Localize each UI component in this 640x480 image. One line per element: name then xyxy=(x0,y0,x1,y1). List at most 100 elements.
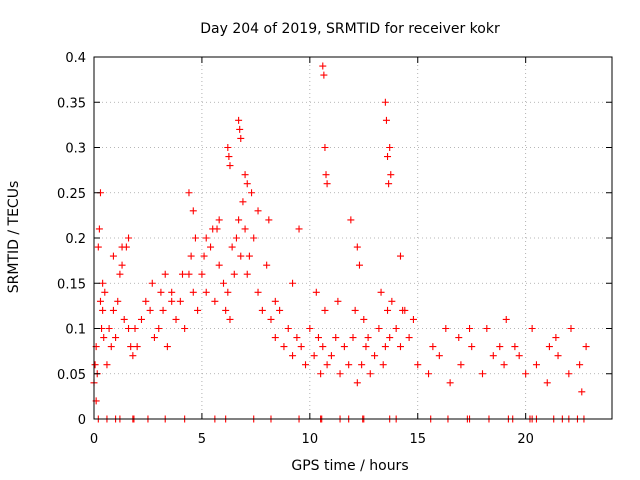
data-point xyxy=(332,334,340,342)
data-point xyxy=(243,270,251,278)
data-point xyxy=(235,116,243,124)
data-point xyxy=(528,325,536,332)
data-point xyxy=(405,334,413,342)
data-point xyxy=(381,343,389,351)
data-point xyxy=(222,306,230,314)
data-point xyxy=(112,334,120,342)
data-point xyxy=(327,352,335,360)
data-point xyxy=(565,370,573,378)
y-tick-label: 0.1 xyxy=(65,323,86,338)
data-point xyxy=(319,62,327,70)
data-point xyxy=(396,252,404,260)
data-point xyxy=(322,171,330,179)
data-point xyxy=(284,325,292,332)
data-point xyxy=(336,370,344,378)
data-point xyxy=(382,116,390,124)
data-point xyxy=(133,343,141,351)
chart-title: Day 204 of 2019, SRMTID for receiver kok… xyxy=(200,21,500,37)
data-point xyxy=(323,180,331,188)
data-point xyxy=(319,343,327,351)
data-point xyxy=(360,315,368,323)
data-point xyxy=(576,361,584,369)
data-point xyxy=(483,325,491,332)
x-tick-label: 5 xyxy=(198,432,206,447)
data-point xyxy=(371,352,379,360)
data-point xyxy=(191,234,199,242)
data-point xyxy=(351,306,359,314)
data-point xyxy=(554,352,562,360)
data-point xyxy=(386,144,394,151)
data-point xyxy=(578,388,586,396)
data-point xyxy=(392,325,400,332)
data-point xyxy=(366,370,374,378)
data-point xyxy=(582,343,590,351)
data-point xyxy=(185,189,193,197)
data-point xyxy=(297,343,305,351)
data-point xyxy=(306,325,314,332)
data-point xyxy=(125,234,133,242)
data-point xyxy=(267,315,275,323)
data-point xyxy=(237,252,245,260)
data-point xyxy=(230,270,238,278)
data-point xyxy=(194,306,202,314)
data-point xyxy=(442,325,450,332)
data-point xyxy=(358,361,366,369)
data-point xyxy=(364,334,372,342)
data-point xyxy=(500,361,508,369)
data-point xyxy=(185,270,193,278)
data-point xyxy=(148,279,156,287)
data-point xyxy=(384,153,392,161)
data-point xyxy=(155,325,163,332)
data-point xyxy=(479,370,486,378)
data-point xyxy=(321,144,329,151)
data-point xyxy=(377,288,385,296)
data-point xyxy=(129,352,137,360)
grid-lines xyxy=(94,57,612,419)
data-point xyxy=(142,297,150,305)
data-point xyxy=(207,243,215,251)
data-point xyxy=(187,252,195,260)
data-point xyxy=(168,288,176,296)
data-point xyxy=(94,243,102,251)
data-point xyxy=(280,343,288,351)
data-point xyxy=(334,297,342,305)
data-point xyxy=(271,334,279,342)
data-point xyxy=(243,180,251,188)
data-point xyxy=(321,306,329,314)
data-point xyxy=(181,325,189,332)
data-point xyxy=(215,261,223,269)
data-point xyxy=(168,297,176,305)
data-point xyxy=(429,343,437,351)
data-point xyxy=(409,315,417,323)
data-point xyxy=(399,306,407,314)
data-point xyxy=(237,134,245,142)
data-point xyxy=(522,370,530,378)
data-point xyxy=(105,325,113,332)
data-point xyxy=(543,379,551,387)
data-point xyxy=(114,297,122,305)
y-tick-label: 0.4 xyxy=(65,51,86,66)
data-points xyxy=(90,62,590,423)
data-point xyxy=(228,243,236,251)
data-point xyxy=(384,306,392,314)
y-tick-label: 0.25 xyxy=(57,187,86,202)
y-tick-label: 0.05 xyxy=(57,368,86,383)
data-point xyxy=(362,343,370,351)
data-point xyxy=(107,343,115,351)
data-point xyxy=(163,343,171,351)
data-point xyxy=(355,261,363,269)
data-point xyxy=(211,297,219,305)
data-point xyxy=(489,352,497,360)
data-point xyxy=(317,370,325,378)
data-point xyxy=(159,306,167,314)
data-point xyxy=(245,252,253,260)
data-point xyxy=(289,352,297,360)
data-point xyxy=(239,198,247,206)
data-point xyxy=(109,252,117,260)
data-point xyxy=(131,325,139,332)
x-tick-label: 15 xyxy=(409,432,426,447)
data-point xyxy=(515,352,523,360)
data-point xyxy=(127,343,135,351)
data-point xyxy=(200,252,208,260)
